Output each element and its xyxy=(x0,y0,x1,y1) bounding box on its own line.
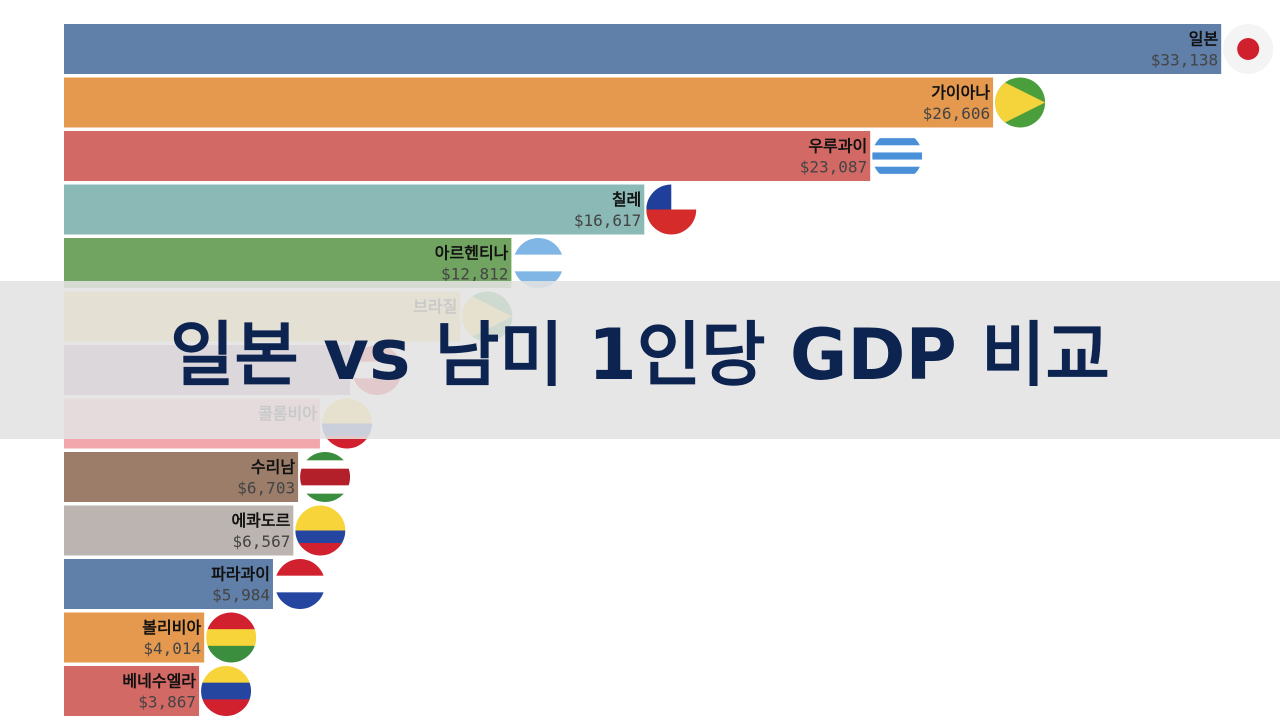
flag-stripe xyxy=(206,645,257,663)
value-label: $6,567 xyxy=(233,532,291,551)
title-banner xyxy=(0,281,1280,439)
flag-stripe xyxy=(513,254,564,272)
flag-stripe xyxy=(274,559,325,577)
flag-stripe xyxy=(300,460,351,470)
flag xyxy=(295,505,346,556)
rank-label: 13 xyxy=(10,681,32,700)
bar xyxy=(64,238,512,288)
rank-label: 3 xyxy=(10,146,21,165)
bar-label: 수리남 xyxy=(251,458,295,477)
rank-label: 12 xyxy=(10,627,32,646)
flag-canton xyxy=(646,184,672,210)
flag-stripe xyxy=(300,452,351,461)
flag xyxy=(274,559,325,609)
rank-label: 1 xyxy=(10,39,21,58)
flag xyxy=(646,184,697,235)
bar-label: 우루과이 xyxy=(808,137,867,156)
value-label: $5,984 xyxy=(212,586,270,605)
bar-label: 에콰도르 xyxy=(231,511,290,530)
bar xyxy=(64,612,205,663)
value-label: $12,812 xyxy=(441,265,508,284)
flag-stripe xyxy=(872,145,923,153)
flag-stripe xyxy=(206,629,257,647)
rank-label: 5 xyxy=(10,253,21,272)
value-label: $33,138 xyxy=(1151,51,1218,70)
bar-label: 베네수엘라 xyxy=(122,672,196,691)
flag-stripe xyxy=(872,159,923,168)
flag-stripe xyxy=(872,131,923,139)
rank-label: 2 xyxy=(10,92,21,111)
flag-stripe xyxy=(872,138,923,146)
flag-stripe xyxy=(300,485,351,495)
flag-stripe xyxy=(872,152,923,161)
bar-label: 아르헨티나 xyxy=(435,244,509,263)
bar xyxy=(64,184,645,235)
bar xyxy=(64,131,871,181)
flag xyxy=(201,666,252,716)
bar-label: 볼리비아 xyxy=(142,618,201,637)
rank-label: 4 xyxy=(10,199,21,218)
bar xyxy=(64,666,200,716)
flag-stripe xyxy=(513,238,564,256)
rank-label: 9 xyxy=(10,467,21,486)
flag xyxy=(872,131,923,181)
flag xyxy=(206,612,257,663)
bar-label: 칠레 xyxy=(612,190,641,209)
flag-stripe xyxy=(201,682,252,700)
flag-stripe xyxy=(872,173,923,181)
bar xyxy=(64,77,994,128)
bar xyxy=(64,24,1222,74)
bar xyxy=(64,505,294,556)
flag-stripe xyxy=(206,612,257,630)
bar xyxy=(64,452,299,502)
value-label: $26,606 xyxy=(923,104,990,123)
flag xyxy=(1223,24,1274,74)
chart-title: 일본 vs 남미 1인당 GDP 비교 xyxy=(170,314,1110,396)
flag-dot xyxy=(1237,38,1260,60)
flag-stripe xyxy=(274,592,325,609)
rank-label: 10 xyxy=(10,520,32,539)
flag-stripe xyxy=(295,530,346,544)
flag-stripe xyxy=(300,468,351,478)
value-label: $23,087 xyxy=(800,158,867,177)
bar xyxy=(64,559,273,609)
flag-stripe xyxy=(274,575,325,593)
rank-label: 11 xyxy=(10,574,32,593)
flag-stripe xyxy=(300,493,351,502)
bar-label: 일본 xyxy=(1189,30,1219,49)
flag-stripe xyxy=(201,699,252,716)
flag xyxy=(513,238,564,288)
value-label: $3,867 xyxy=(138,693,196,712)
flag xyxy=(300,452,351,502)
value-label: $6,703 xyxy=(237,479,295,498)
flag-stripe xyxy=(872,166,923,175)
bar-label: 파라과이 xyxy=(211,565,270,584)
flag-stripe xyxy=(295,505,346,519)
bar-label: 가이아나 xyxy=(931,83,990,102)
flag-stripe xyxy=(295,518,346,531)
flag-stripe xyxy=(646,209,697,235)
flag-shape xyxy=(995,77,1046,128)
flag-stripe xyxy=(300,477,351,486)
value-label: $4,014 xyxy=(143,639,201,658)
value-label: $16,617 xyxy=(574,211,641,230)
flag xyxy=(995,77,1046,128)
flag-stripe xyxy=(295,543,346,556)
flag-stripe xyxy=(201,666,252,684)
